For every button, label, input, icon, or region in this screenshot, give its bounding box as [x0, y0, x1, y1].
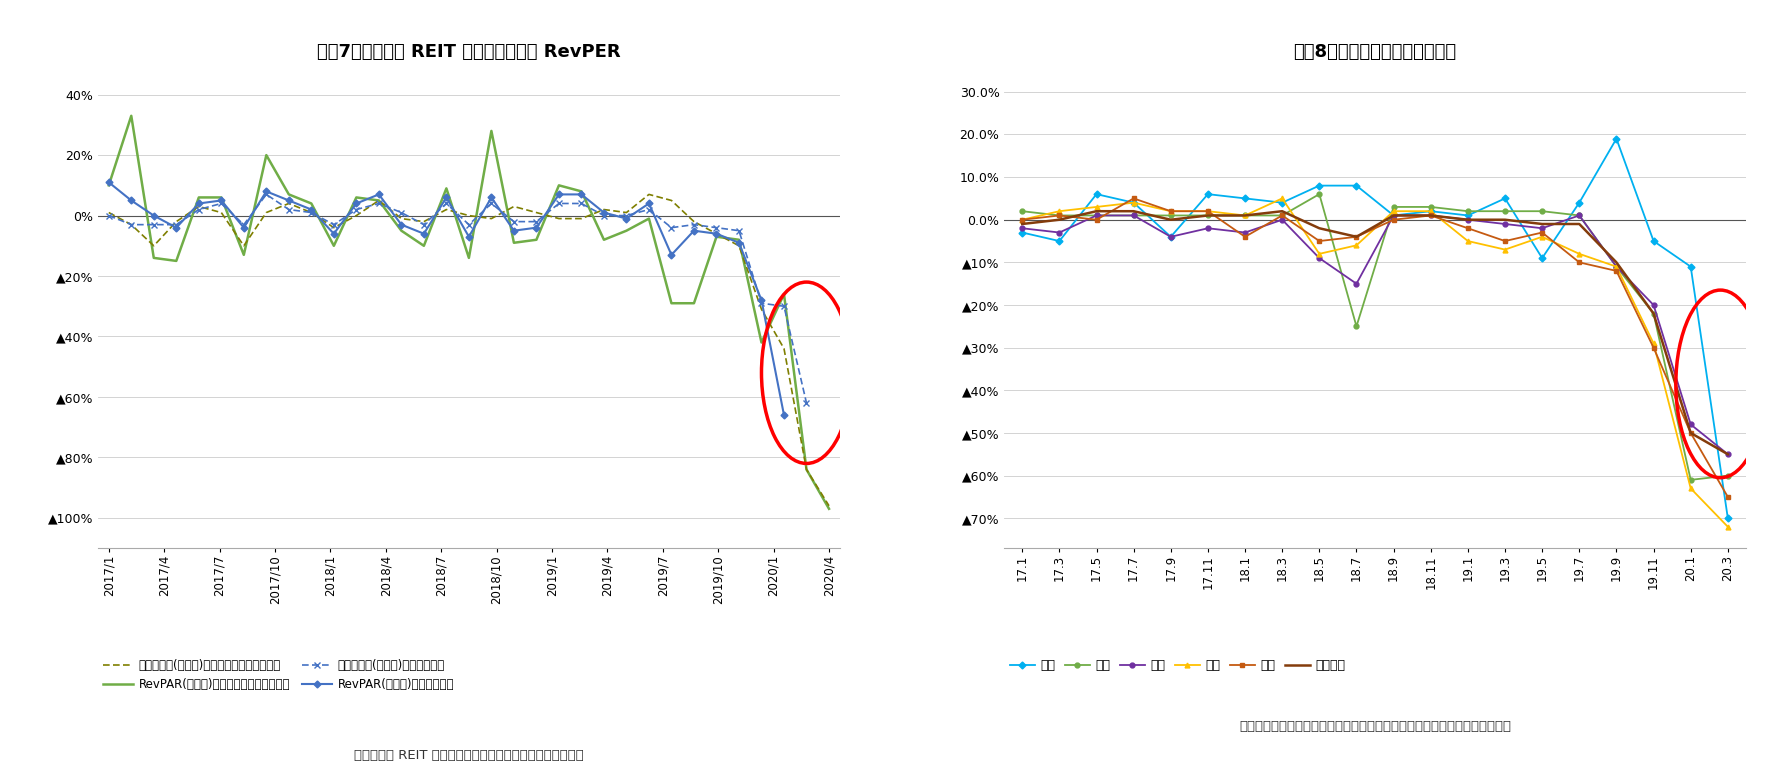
Legend: 札幌, 東京, 京都, 大阪, 沖縄, 全国平均: 札幌, 東京, 京都, 大阪, 沖縄, 全国平均	[1011, 659, 1346, 673]
Title: 図表8　全国各都市の客室稼働率: 図表8 全国各都市の客室稼働率	[1294, 42, 1457, 60]
Text: （資料）オータパブリケイションの公表資料からニッセイ基礎研究所が作成: （資料）オータパブリケイションの公表資料からニッセイ基礎研究所が作成	[1239, 720, 1511, 733]
Title: 図表7　ホテル系 REIT の客室稼働率と RevPER: 図表7 ホテル系 REIT の客室稼働率と RevPER	[317, 42, 621, 60]
Legend: 客室稼働率(前年比)　（インヴィンジブル）, RevPAR(前年比)　（インヴィンジブル）, 客室稼働率(前年比)　（いちご）, RevPAR(前年比)　（いち: 客室稼働率(前年比) （インヴィンジブル）, RevPAR(前年比) （インヴィ…	[103, 659, 454, 691]
Text: （資料）各 REIT の公表資料からニッセイ基礎研究所が作成: （資料）各 REIT の公表資料からニッセイ基礎研究所が作成	[355, 749, 583, 762]
